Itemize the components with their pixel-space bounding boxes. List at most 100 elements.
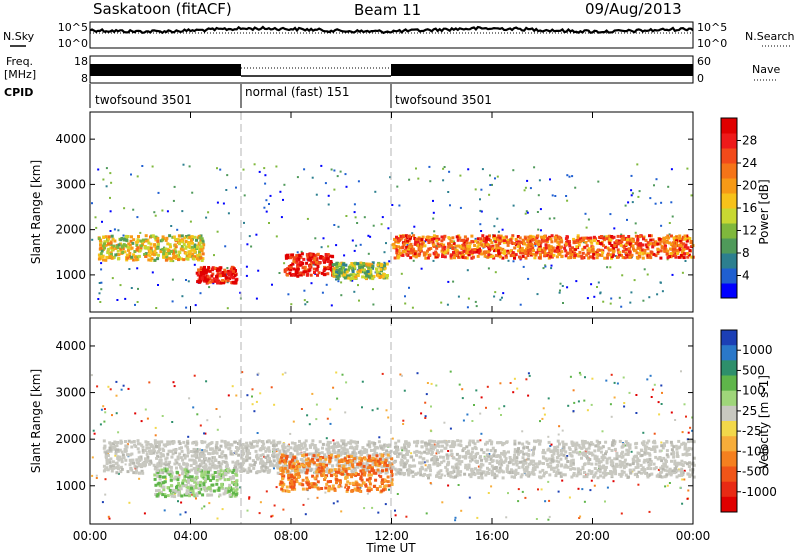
echo-cell — [662, 456, 666, 460]
echo-cell — [309, 258, 313, 262]
echo-cell — [649, 463, 653, 466]
echo-cell — [158, 443, 161, 447]
scatter-cell — [187, 280, 190, 283]
echo-cell — [573, 254, 577, 258]
echo-cell — [407, 247, 411, 251]
echo-cell — [188, 241, 192, 244]
echo-cell — [420, 465, 424, 469]
echo-cell — [267, 448, 271, 452]
echo-cell — [221, 274, 225, 277]
scatter-cell — [435, 452, 438, 455]
echo-cell — [191, 252, 195, 256]
echo-cell — [184, 474, 188, 478]
scatter-cell — [126, 443, 129, 446]
echo-cell — [368, 454, 372, 458]
echo-cell — [352, 460, 356, 464]
echo-cell — [308, 486, 312, 490]
echo-cell — [170, 257, 174, 261]
echo-cell — [645, 245, 649, 249]
echo-cell — [295, 259, 299, 263]
echo-cell — [459, 439, 463, 443]
y-tick-label: 2000 — [55, 223, 86, 237]
scatter-cell — [613, 396, 616, 399]
scatter-cell — [547, 518, 550, 521]
echo-cell — [537, 462, 541, 466]
echo-cell — [581, 465, 585, 469]
scatter-cell — [572, 389, 575, 392]
echo-cell — [552, 249, 556, 253]
echo-cell — [101, 255, 105, 259]
scatter-cell — [333, 169, 336, 172]
echo-cell — [294, 477, 298, 481]
echo-cell — [176, 457, 180, 461]
echo-cell — [385, 470, 389, 474]
echo-cell — [679, 253, 683, 257]
echo-cell — [688, 249, 692, 252]
echo-cell — [216, 273, 220, 277]
echo-cell — [559, 238, 563, 242]
echo-cell — [172, 256, 176, 260]
scatter-cell — [440, 301, 443, 304]
echo-cell — [380, 481, 384, 485]
echo-cell — [293, 442, 297, 445]
scatter-cell — [630, 174, 633, 177]
echo-cell — [394, 240, 398, 244]
echo-cell — [197, 279, 201, 283]
echo-cell — [535, 465, 539, 469]
echo-cell — [108, 446, 112, 450]
scatter-cell — [536, 211, 539, 213]
echo-cell — [286, 444, 290, 448]
echo-cell — [356, 465, 360, 469]
echo-cell — [371, 453, 375, 457]
echo-cell — [323, 478, 327, 481]
scatter-cell — [184, 511, 187, 514]
noise-right-tick-bottom: 10^0 — [697, 37, 727, 50]
echo-cell — [636, 256, 640, 260]
echo-cell — [560, 250, 564, 254]
echo-cell — [429, 247, 433, 250]
echo-cell — [320, 474, 324, 478]
echo-cell — [368, 486, 372, 490]
scatter-cell — [137, 287, 139, 290]
echo-cell — [115, 245, 119, 249]
scatter-cell — [635, 412, 638, 414]
echo-cell — [586, 472, 590, 476]
scatter-cell — [335, 244, 338, 247]
echo-cell — [281, 444, 285, 448]
echo-cell — [112, 442, 116, 446]
echo-cell — [205, 279, 209, 283]
echo-cell — [356, 488, 360, 492]
echo-cell — [372, 274, 376, 278]
scatter-cell — [480, 210, 483, 213]
scatter-cell — [610, 415, 613, 418]
echo-cell — [305, 481, 309, 485]
echo-cell — [566, 239, 570, 243]
echo-cell — [199, 480, 203, 484]
echo-cell — [149, 242, 153, 246]
echo-cell — [372, 485, 376, 488]
echo-cell — [259, 460, 263, 464]
echo-cell — [440, 249, 444, 253]
scatter-cell — [400, 374, 403, 377]
echo-cell — [670, 242, 674, 246]
echo-cell — [168, 251, 172, 255]
scatter-cell — [180, 501, 183, 504]
echo-cell — [116, 249, 120, 253]
echo-cell — [466, 250, 470, 254]
noise-right-tick-top: 10^5 — [697, 21, 727, 34]
scatter-cell — [146, 417, 149, 420]
echo-cell — [148, 462, 152, 466]
echo-cell — [211, 456, 215, 460]
scatter-cell — [182, 163, 185, 166]
echo-cell — [192, 247, 196, 251]
echo-cell — [159, 250, 163, 254]
scatter-cell — [177, 500, 179, 503]
scatter-cell — [185, 279, 187, 281]
echo-cell — [672, 254, 676, 258]
scatter-cell — [491, 183, 493, 186]
echo-cell — [225, 462, 229, 466]
scatter-cell — [471, 420, 474, 422]
echo-cell — [365, 448, 369, 452]
echo-cell — [638, 235, 642, 239]
echo-cell — [105, 255, 109, 259]
